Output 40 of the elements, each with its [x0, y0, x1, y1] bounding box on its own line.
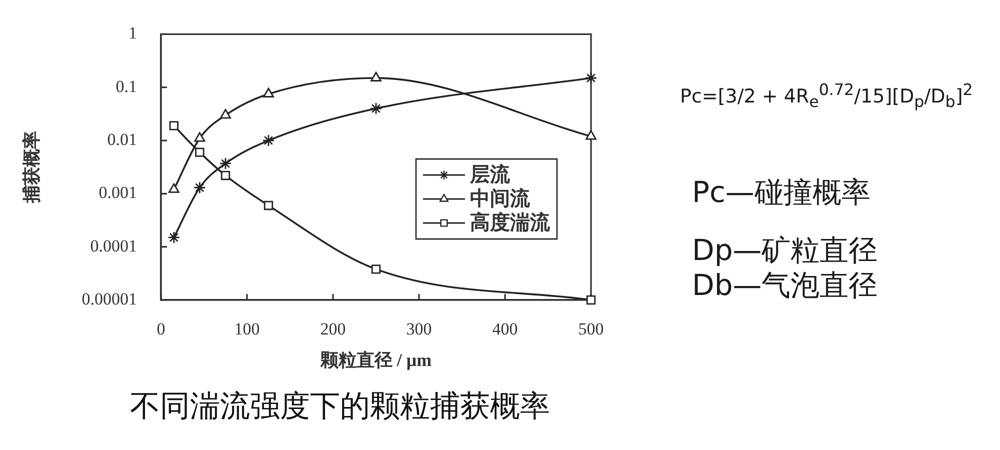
- y-tick-label: 0.1: [116, 76, 137, 96]
- y-tick-label: 1: [128, 24, 137, 43]
- x-tick-label: 500: [578, 320, 604, 339]
- x-tick-label: 400: [492, 320, 518, 339]
- point: [263, 88, 274, 98]
- y-tick-label: 0.01: [107, 130, 137, 149]
- point: [584, 72, 598, 84]
- point: [586, 130, 596, 140]
- point: [262, 134, 275, 147]
- text: Dp—矿粒直径: [692, 233, 878, 268]
- y-tick-label: 0.0001: [90, 236, 137, 256]
- text: Pc—碰撞概率: [692, 175, 870, 210]
- point: [586, 295, 596, 305]
- point: [194, 132, 206, 142]
- legend-label: 中间流: [470, 187, 531, 210]
- point: [168, 231, 180, 244]
- y-axis-title: 捕获概率: [21, 131, 42, 204]
- y-tick-label: 0.001: [98, 183, 137, 202]
- y-tick-label: 0.00001: [82, 289, 137, 308]
- x-tick-label: 0: [156, 320, 166, 339]
- x-tick-label: 200: [320, 320, 346, 339]
- point: [264, 200, 274, 210]
- x-tick-label: 100: [234, 320, 260, 339]
- text: 不同湍流强度下的颗粒捕获概率: [129, 389, 551, 425]
- text: Db—气泡直径: [692, 268, 878, 303]
- x-axis-title: 颗粒直径 / μm: [319, 350, 432, 370]
- point: [371, 264, 381, 274]
- x-tick-label: 300: [406, 320, 432, 339]
- point: [220, 170, 230, 180]
- text: Pc=[3/2 + 4R$_{e}$$^{0.72}$/15][D$_{p}$/D$_{b}$]$^{2}$: [680, 80, 973, 112]
- point: [220, 108, 231, 119]
- point: [370, 72, 382, 82]
- legend-label: 层流: [469, 163, 511, 186]
- point: [219, 157, 232, 170]
- legend-label: 高度湍流: [470, 211, 551, 234]
- point: [168, 183, 180, 193]
- point: [169, 121, 178, 130]
- point: [194, 181, 206, 194]
- point: [370, 102, 382, 115]
- point: [195, 148, 204, 157]
